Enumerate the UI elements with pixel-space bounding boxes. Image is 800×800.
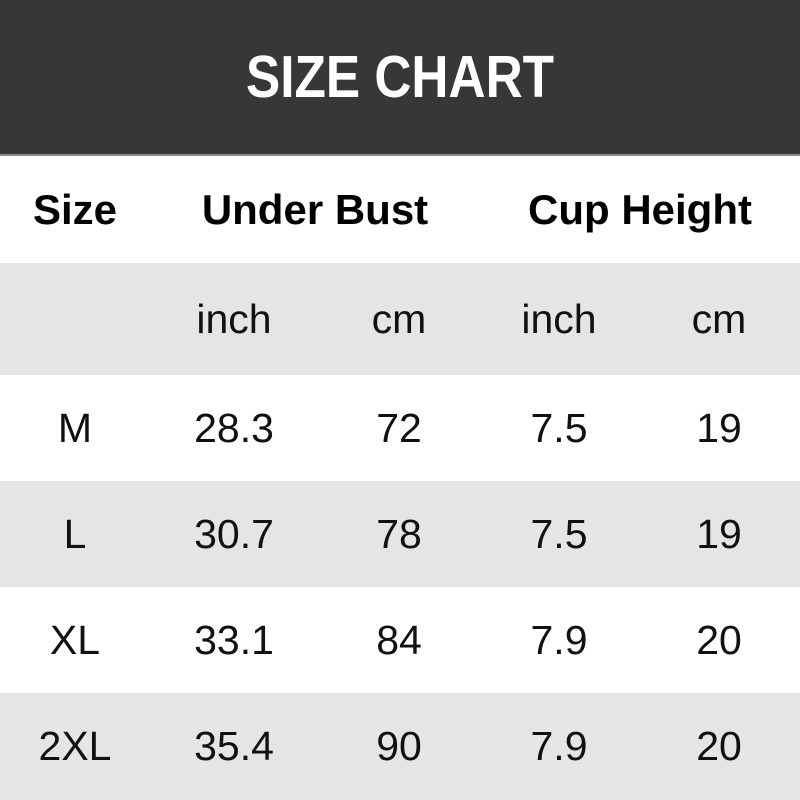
size-table: Size Under Bust Cup Height inch cm inch … xyxy=(0,156,800,800)
row-l-underbust-inch: 30.7 xyxy=(150,481,318,587)
unit-header-cupheight-inch: inch xyxy=(480,263,638,375)
page-title: SIZE CHART xyxy=(246,44,554,110)
row-xl-cupheight-inch: 7.9 xyxy=(480,587,638,693)
row-2xl-cupheight-inch: 7.9 xyxy=(480,693,638,800)
row-xl-underbust-cm: 84 xyxy=(318,587,480,693)
row-xl-underbust-inch: 33.1 xyxy=(150,587,318,693)
row-m-size-label: M xyxy=(0,375,150,481)
col-header-cup-height: Cup Height xyxy=(480,156,800,263)
row-m-underbust-cm: 72 xyxy=(318,375,480,481)
row-m-underbust-inch: 28.3 xyxy=(150,375,318,481)
row-2xl-underbust-cm: 90 xyxy=(318,693,480,800)
row-l-cupheight-cm: 19 xyxy=(638,481,800,587)
row-xl-size-label: XL xyxy=(0,587,150,693)
row-2xl-underbust-inch: 35.4 xyxy=(150,693,318,800)
unit-header-underbust-inch: inch xyxy=(150,263,318,375)
row-l-size-label: L xyxy=(0,481,150,587)
col-header-size: Size xyxy=(0,156,150,263)
col-header-under-bust: Under Bust xyxy=(150,156,480,263)
unit-header-underbust-cm: cm xyxy=(318,263,480,375)
unit-header-empty xyxy=(0,263,150,375)
row-2xl-size-label: 2XL xyxy=(0,693,150,800)
row-m-cupheight-inch: 7.5 xyxy=(480,375,638,481)
row-l-cupheight-inch: 7.5 xyxy=(480,481,638,587)
row-xl-cupheight-cm: 20 xyxy=(638,587,800,693)
row-m-cupheight-cm: 19 xyxy=(638,375,800,481)
row-l-underbust-cm: 78 xyxy=(318,481,480,587)
unit-header-cupheight-cm: cm xyxy=(638,263,800,375)
banner: SIZE CHART xyxy=(0,0,800,156)
row-2xl-cupheight-cm: 20 xyxy=(638,693,800,800)
